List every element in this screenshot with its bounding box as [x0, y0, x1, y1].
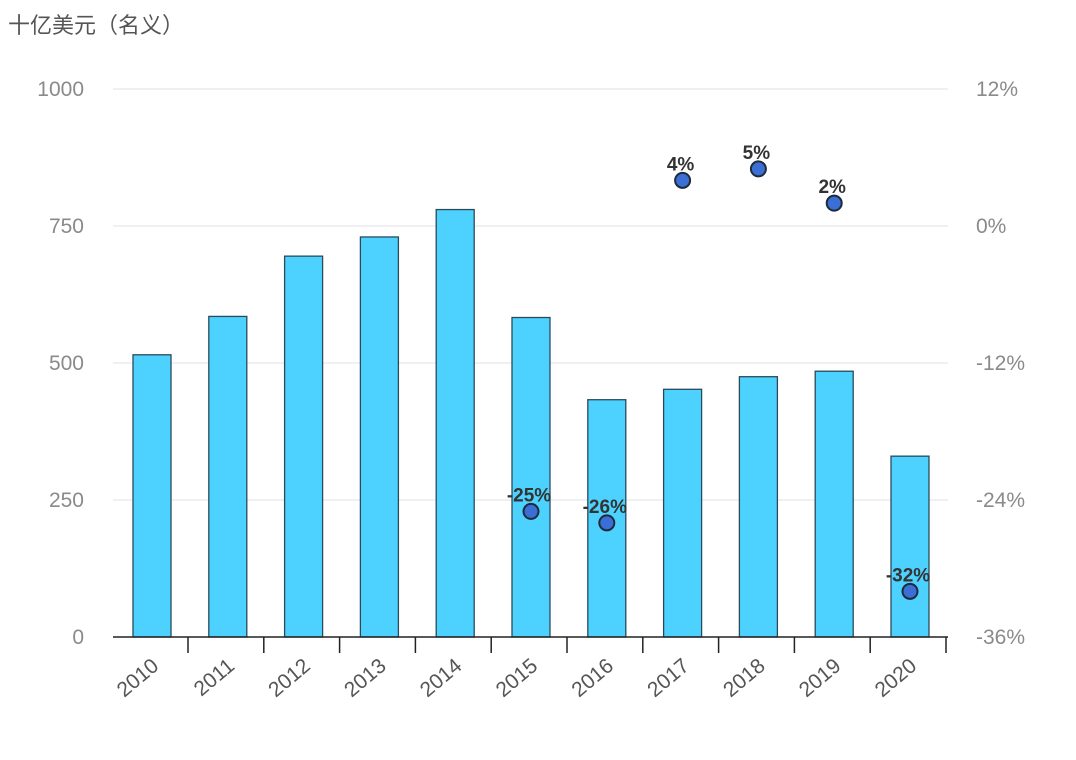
right-tick-label: -24% [976, 489, 1025, 512]
scatter-point [901, 582, 919, 600]
bar [208, 315, 248, 638]
left-y-axis: 0 250 500 750 1000 [37, 78, 84, 649]
x-tick-label: 2020 [871, 654, 922, 702]
bar [435, 208, 475, 638]
right-tick-label: 12% [976, 78, 1018, 101]
data-label: -32% [886, 565, 930, 586]
x-tick-label: 2010 [113, 654, 164, 702]
right-tick-label: -36% [976, 626, 1025, 649]
right-y-axis: -36% -24% -12% 0% 12% [976, 78, 1025, 649]
x-axis: 2010 2011 2012 2013 2014 2015 2016 2017 2018 2019… [113, 636, 948, 702]
x-tick-label: 2019 [795, 654, 846, 702]
bar [814, 370, 854, 638]
x-tick-label: 2012 [264, 654, 315, 702]
scatter-point [522, 502, 540, 520]
data-label: 2% [818, 177, 846, 198]
x-tick-label: 2017 [643, 654, 694, 702]
data-label: 4% [667, 154, 695, 175]
data-label: -25% [507, 485, 551, 506]
y-axis-unit-label: 十亿美元（名义） [8, 14, 185, 39]
x-tick-label: 2018 [719, 654, 770, 702]
left-tick-label: 500 [49, 352, 84, 375]
x-tick-label: 2011 [190, 654, 239, 701]
x-tick-label: 2014 [416, 654, 467, 702]
bar [359, 236, 400, 638]
scatter-point [598, 514, 616, 532]
bar [890, 455, 930, 638]
left-tick-label: 1000 [37, 78, 84, 101]
scatter-point [749, 160, 767, 178]
x-tick-label: 2016 [567, 654, 618, 702]
bar [283, 255, 324, 638]
right-tick-label: 0% [976, 215, 1006, 238]
data-label: 5% [743, 143, 771, 164]
bar [738, 376, 779, 638]
scatter-point [674, 171, 692, 189]
scatter-point [825, 194, 843, 212]
bar [662, 388, 703, 638]
data-label: -26% [583, 497, 627, 518]
left-tick-label: 0 [72, 626, 84, 649]
scatter-series: -25% -26% 4% 5% 2% -32% [507, 143, 930, 600]
x-tick-label: 2013 [340, 654, 391, 702]
x-tick-label: 2015 [492, 654, 543, 702]
bar-series [132, 208, 930, 638]
right-tick-label: -12% [976, 352, 1025, 375]
bar [511, 316, 551, 638]
left-tick-label: 250 [49, 489, 84, 512]
bar [132, 354, 172, 638]
left-tick-label: 750 [49, 215, 84, 238]
